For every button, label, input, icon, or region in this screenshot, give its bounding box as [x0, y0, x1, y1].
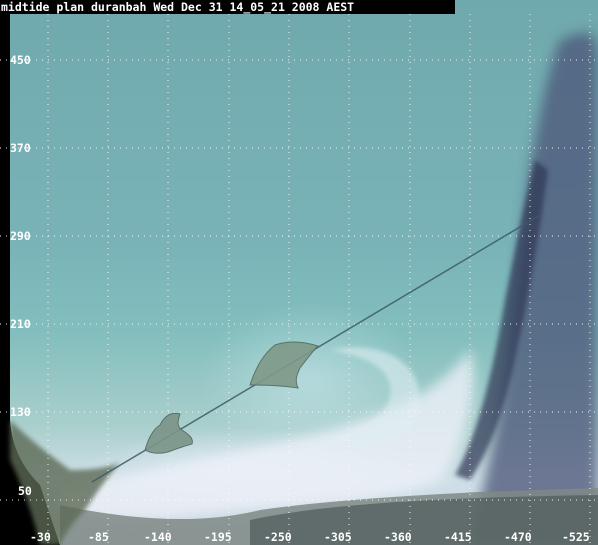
x-tick-label: -360: [384, 530, 412, 544]
x-tick-label: -195: [204, 530, 232, 544]
x-tick-label: -305: [324, 530, 352, 544]
surf-foam: [60, 350, 474, 520]
grid: [0, 14, 598, 545]
x-tick-label: -525: [562, 530, 590, 544]
surf-swirl: [320, 347, 420, 446]
x-tick-label: -140: [144, 530, 172, 544]
plot-title: midtide plan duranbah Wed Dec 31 14_05_2…: [0, 0, 455, 14]
x-tick-label: -250: [264, 530, 292, 544]
foreground-vegetation: [10, 420, 120, 545]
y-tick-label: 50: [18, 484, 32, 498]
y-tick-label: 210: [10, 317, 31, 331]
left-mask: [0, 0, 60, 545]
kite-lower: [144, 412, 193, 454]
y-tick-label: 130: [10, 405, 31, 419]
x-tick-label: -470: [504, 530, 532, 544]
dark-swell-core: [455, 160, 548, 480]
y-tick-label: 450: [10, 53, 31, 67]
dark-swell-band: [470, 32, 598, 545]
y-tick-label: 370: [10, 141, 31, 155]
y-tick-label: 290: [10, 229, 31, 243]
x-tick-label: -85: [88, 530, 109, 544]
x-tick-label: -415: [444, 530, 472, 544]
kite-upper: [249, 341, 319, 389]
x-tick-label: -30: [30, 530, 51, 544]
beach-dark-edge: [250, 495, 598, 545]
